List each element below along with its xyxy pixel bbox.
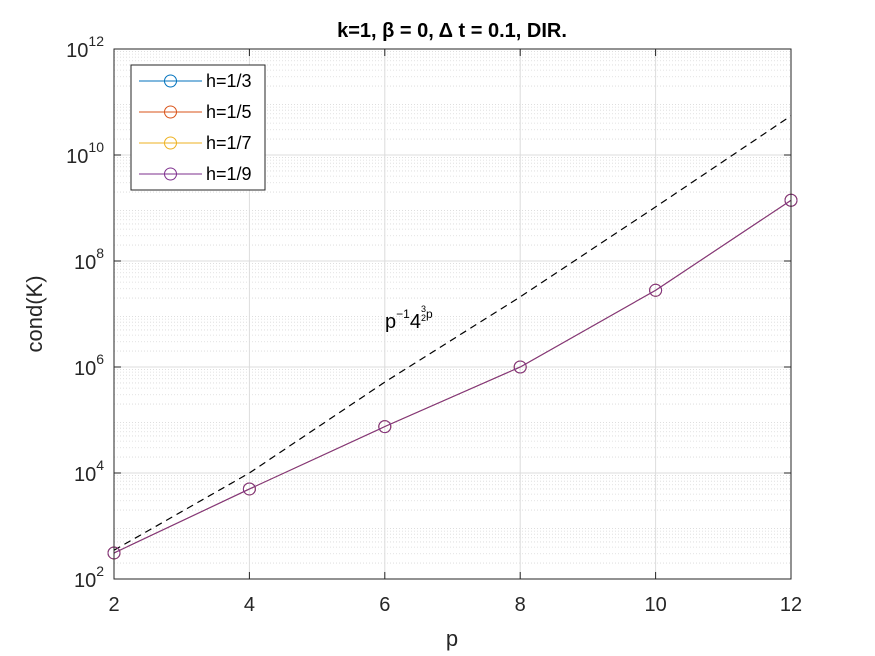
legend-marker [164, 167, 177, 181]
series-group [107, 193, 798, 560]
annotation-frac-den: 2 [421, 313, 426, 323]
y-tick-base: 10 [66, 146, 88, 168]
data-point [378, 420, 392, 434]
data-point [242, 482, 256, 496]
x-tick-label: 2 [108, 594, 119, 616]
legend-label: h=1/7 [206, 133, 252, 153]
y-tick-exponent: 12 [88, 33, 104, 49]
data-point [513, 360, 527, 374]
y-tick-base: 10 [74, 358, 96, 380]
legend-marker [164, 105, 177, 119]
y-tick-base: 10 [74, 570, 96, 592]
y-tick-base: 10 [74, 252, 96, 274]
series-4 [107, 193, 798, 560]
y-tick-label: 1010 [66, 139, 104, 168]
y-tick-label: 106 [74, 351, 104, 380]
series-line [113, 199, 792, 554]
y-tick-label: 102 [74, 563, 104, 592]
legend-label: h=1/9 [206, 164, 252, 184]
x-axis-label: p [446, 626, 458, 651]
annotation-frac-after: p [426, 307, 433, 321]
x-tick-label: 6 [379, 594, 390, 616]
legend-marker [164, 74, 177, 88]
y-tick-exponent: 4 [96, 457, 104, 473]
chart-title: k=1, β = 0, Δ t = 0.1, DIR. [337, 20, 567, 42]
y-tick-label: 108 [74, 245, 104, 274]
annotation-exp: −1 [396, 307, 410, 321]
reference-line [113, 115, 792, 551]
y-tick-exponent: 8 [96, 245, 104, 261]
axis-ticks [113, 48, 792, 580]
plot-frame [113, 48, 792, 580]
x-tick-label: 4 [244, 594, 255, 616]
reference-annotation: p−143 2p [385, 304, 433, 333]
legend[interactable]: h=1/3 h=1/5 h=1/7 h=1/9 [130, 64, 266, 191]
reference-line-group [113, 115, 792, 551]
y-tick-exponent: 2 [96, 563, 104, 579]
data-point [649, 283, 663, 297]
y-tick-exponent: 6 [96, 351, 104, 367]
x-tick-label: 12 [780, 594, 802, 616]
annotation-frac-num: 3 [421, 304, 426, 314]
y-tick-exponent: 10 [88, 139, 104, 155]
y-tick-base: 10 [66, 40, 88, 62]
legend-label: h=1/5 [206, 102, 252, 122]
annotation-four: 4 [410, 311, 421, 333]
y-tick-base: 10 [74, 464, 96, 486]
legend-marker [164, 136, 177, 150]
legend-label: h=1/3 [206, 71, 252, 91]
y-tick-label: 1012 [66, 33, 104, 62]
x-tick-label: 8 [515, 594, 526, 616]
y-tick-label: 104 [74, 457, 104, 486]
x-tick-label: 10 [644, 594, 666, 616]
annotation-base: p [385, 311, 396, 333]
y-axis-label: cond(K) [22, 275, 47, 352]
legend-box [130, 64, 266, 191]
